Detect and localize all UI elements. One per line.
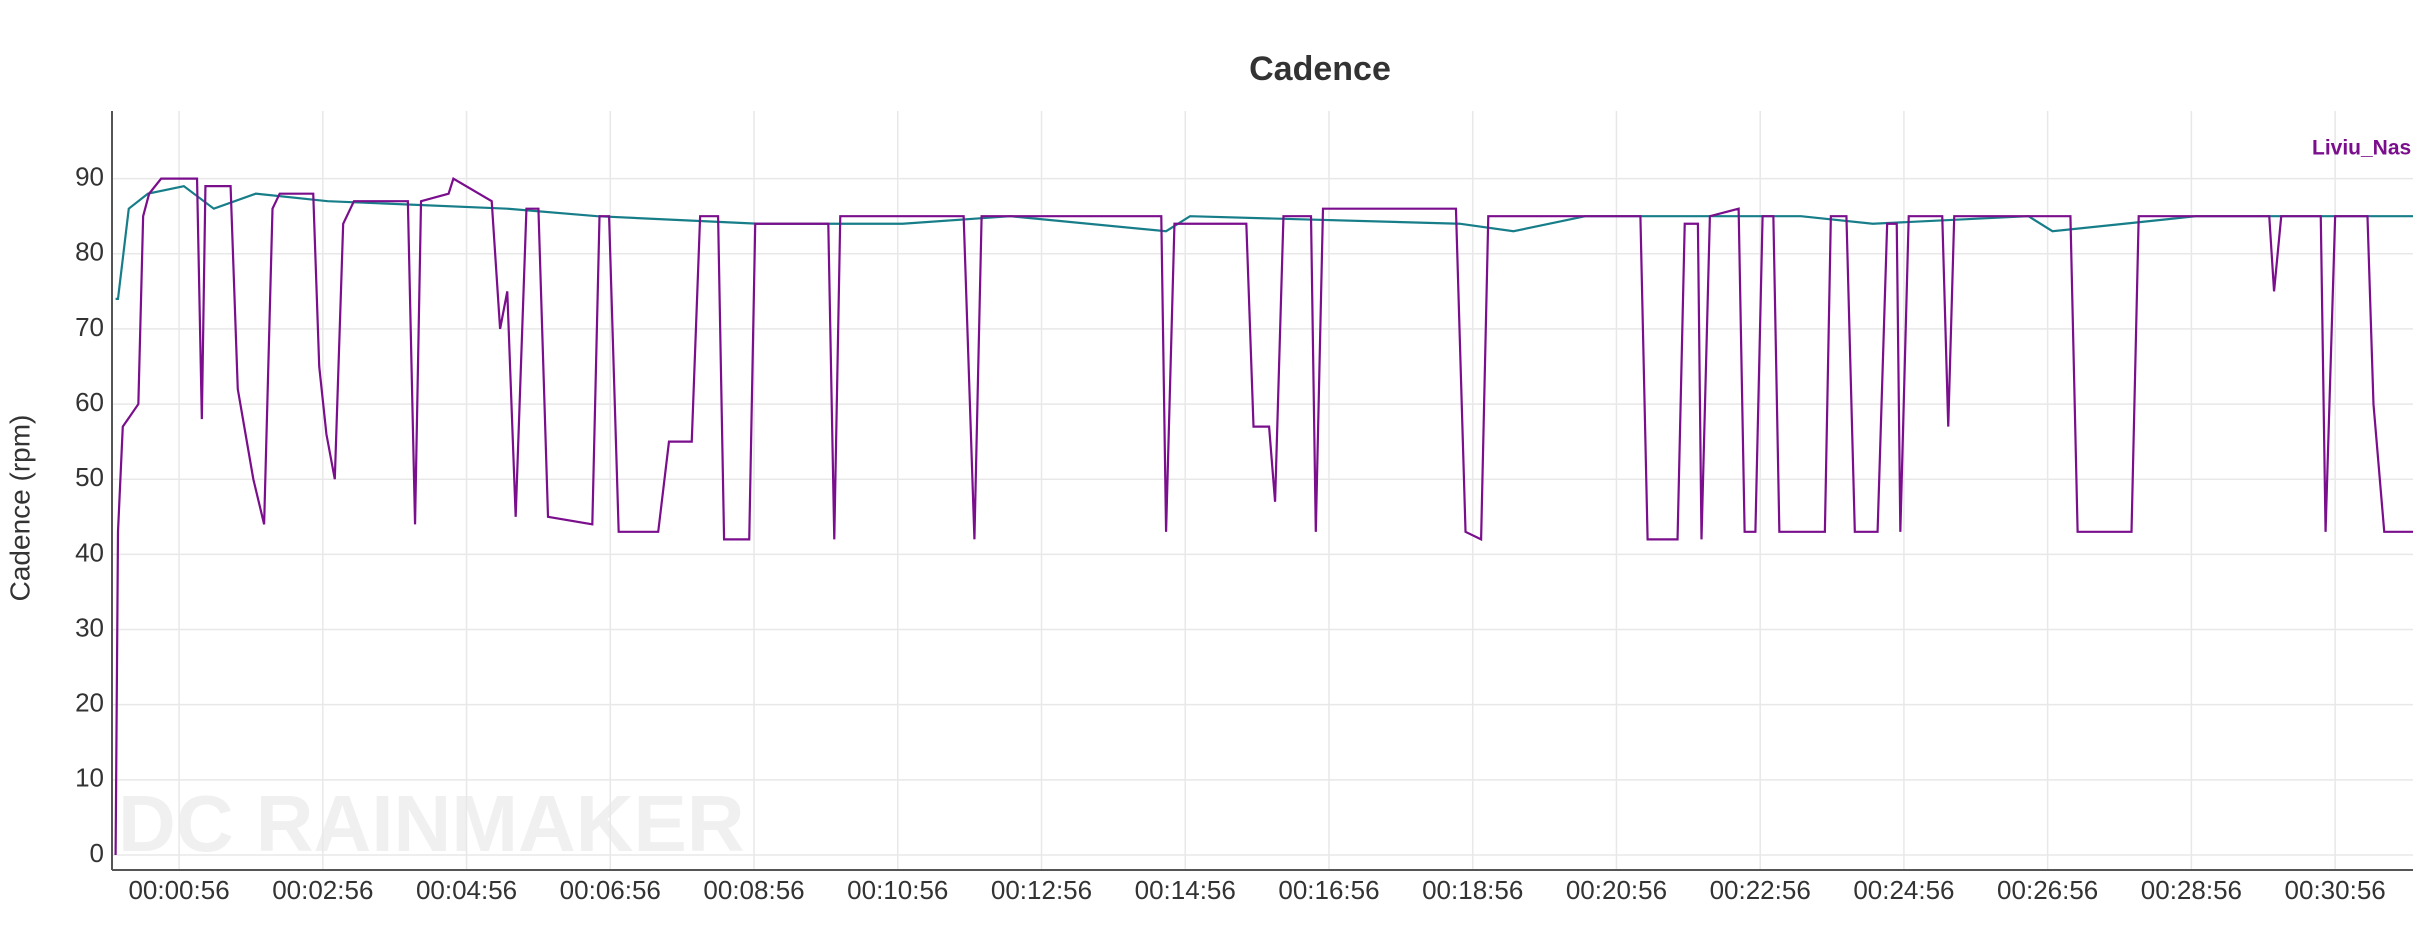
x-tick-label: 00:04:56 [416, 875, 517, 905]
y-tick-label: 0 [90, 838, 104, 868]
y-tick-label: 80 [75, 237, 104, 267]
x-tick-label: 00:22:56 [1710, 875, 1811, 905]
x-tick-label: 00:10:56 [847, 875, 948, 905]
y-axis-label: Cadence (rpm) [4, 415, 35, 602]
legend-label: Liviu_Nas [2312, 137, 2411, 160]
chart-title: Cadence [1249, 50, 1391, 88]
x-tick-label: 00:12:56 [991, 875, 1092, 905]
series-line [115, 184, 2413, 300]
x-tick-label: 00:24:56 [1853, 875, 1954, 905]
y-tick-label: 50 [75, 462, 104, 492]
y-tick-label: 30 [75, 612, 104, 642]
series-line [114, 176, 2413, 855]
x-tick-label: 00:16:56 [1278, 875, 1379, 905]
x-tick-label: 00:26:56 [1997, 875, 2098, 905]
x-tick-label: 00:14:56 [1135, 875, 1236, 905]
x-tick-label: 00:30:56 [2285, 875, 2386, 905]
x-tick-label: 00:08:56 [703, 875, 804, 905]
y-tick-label: 10 [75, 763, 104, 793]
x-tick-label: 00:20:56 [1566, 875, 1667, 905]
watermark: DC RAINMAKER [118, 779, 745, 868]
x-tick-label: 00:18:56 [1422, 875, 1523, 905]
y-tick-label: 60 [75, 387, 104, 417]
y-tick-label: 40 [75, 537, 104, 567]
y-tick-label: 70 [75, 312, 104, 342]
x-tick-label: 00:28:56 [2141, 875, 2242, 905]
x-tick-label: 00:00:56 [128, 875, 229, 905]
x-tick-label: 00:06:56 [560, 875, 661, 905]
y-tick-label: 20 [75, 688, 104, 718]
y-tick-label: 90 [75, 162, 104, 192]
x-tick-label: 00:02:56 [272, 875, 373, 905]
